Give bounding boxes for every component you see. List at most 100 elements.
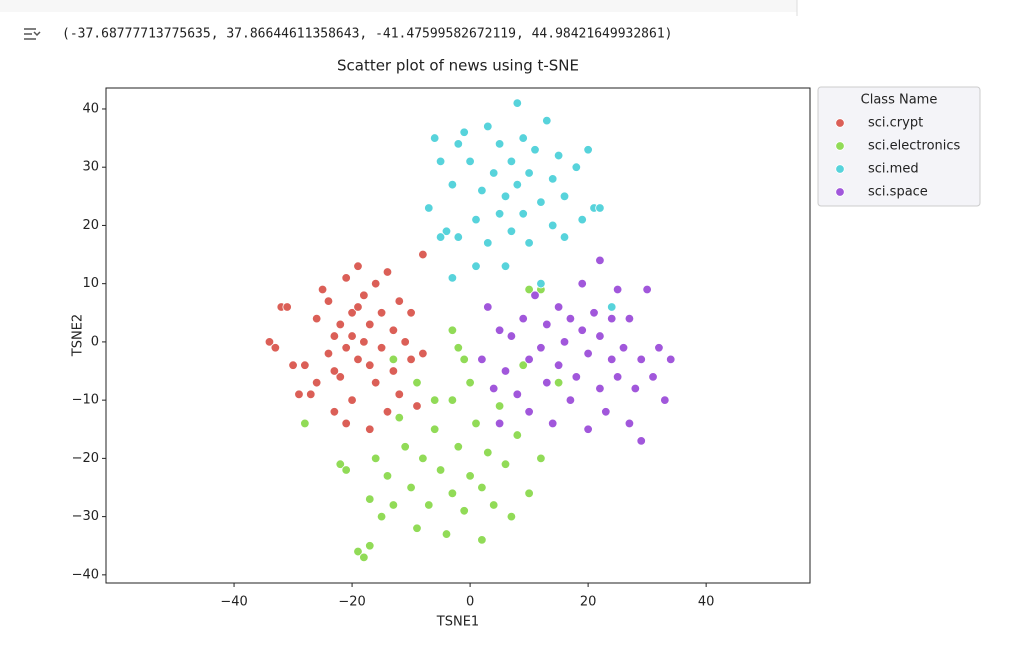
- point: [536, 343, 546, 353]
- point: [542, 377, 552, 388]
- point: [483, 447, 493, 458]
- point: [518, 313, 528, 324]
- point: [418, 249, 428, 260]
- point: [317, 284, 328, 295]
- x-tick-label: −40: [220, 595, 247, 610]
- point: [459, 354, 469, 365]
- axes-frame: [105, 87, 811, 584]
- point: [412, 523, 422, 533]
- point: [565, 313, 576, 324]
- y-tick-label: 40: [82, 101, 99, 116]
- point: [595, 383, 605, 394]
- point: [441, 226, 452, 236]
- point: [300, 418, 310, 429]
- point: [536, 453, 546, 464]
- point: [453, 139, 463, 149]
- point: [282, 302, 292, 312]
- point: [453, 232, 463, 242]
- point: [335, 459, 345, 469]
- point: [388, 325, 399, 335]
- output-text: (-37.68777713775635, 37.86644611358643, …: [62, 27, 672, 42]
- point: [365, 319, 375, 330]
- point: [524, 407, 534, 417]
- point: [483, 302, 493, 312]
- point: [329, 331, 340, 341]
- point: [512, 179, 523, 190]
- point: [489, 168, 499, 178]
- point: [353, 546, 363, 557]
- point: [406, 308, 416, 318]
- point: [429, 395, 440, 405]
- point: [341, 343, 351, 353]
- x-tick-label: 0: [466, 595, 474, 610]
- point: [406, 482, 416, 493]
- point: [435, 465, 446, 475]
- point: [506, 511, 517, 522]
- legend-swatch: [835, 118, 845, 128]
- point: [494, 418, 505, 429]
- point: [388, 354, 399, 365]
- point: [447, 179, 458, 190]
- point: [300, 360, 310, 370]
- point: [618, 343, 629, 353]
- y-tick-label: 0: [91, 334, 99, 349]
- chart-title: Scatter plot of news using t-SNE: [337, 57, 579, 75]
- point: [394, 296, 404, 306]
- point: [453, 343, 463, 353]
- point: [595, 331, 605, 341]
- point: [370, 377, 381, 388]
- point: [341, 418, 351, 429]
- legend-label: sci.electronics: [868, 139, 961, 154]
- point: [512, 389, 523, 400]
- point: [311, 313, 322, 324]
- point: [270, 343, 281, 353]
- point: [347, 308, 357, 318]
- point: [583, 424, 593, 434]
- point: [311, 377, 322, 388]
- point: [347, 331, 357, 341]
- legend-swatch: [835, 164, 845, 174]
- point: [524, 488, 534, 499]
- point: [506, 156, 517, 167]
- point: [412, 401, 422, 411]
- point: [382, 407, 393, 417]
- point: [577, 278, 587, 289]
- point: [636, 436, 646, 446]
- point: [494, 209, 505, 219]
- point: [642, 284, 652, 295]
- point: [494, 139, 505, 149]
- point: [660, 395, 670, 405]
- point: [530, 290, 540, 301]
- x-tick-label: 20: [580, 595, 597, 610]
- point: [471, 418, 481, 429]
- point: [500, 261, 511, 271]
- point: [607, 302, 617, 312]
- point: [494, 401, 505, 411]
- point: [648, 372, 658, 382]
- point: [376, 308, 387, 318]
- point: [465, 156, 475, 167]
- point: [435, 232, 446, 242]
- y-axis-label: TSNE2: [71, 314, 86, 357]
- point: [583, 145, 593, 155]
- point: [654, 343, 664, 353]
- point: [388, 366, 399, 376]
- output-icon[interactable]: [24, 28, 41, 40]
- point: [365, 360, 375, 370]
- point: [571, 372, 582, 382]
- y-tick-label: −10: [72, 393, 99, 408]
- point: [553, 150, 564, 161]
- legend-title: Class Name: [861, 93, 938, 108]
- y-tick-label: −20: [72, 451, 99, 466]
- point: [370, 278, 381, 289]
- point: [524, 238, 534, 248]
- point: [323, 296, 334, 306]
- y-tick-label: 30: [82, 160, 99, 175]
- point: [264, 337, 275, 347]
- x-tick-label: −20: [338, 595, 365, 610]
- legend-label: sci.space: [868, 185, 928, 200]
- point: [306, 389, 316, 400]
- point: [559, 337, 570, 347]
- point: [500, 459, 511, 469]
